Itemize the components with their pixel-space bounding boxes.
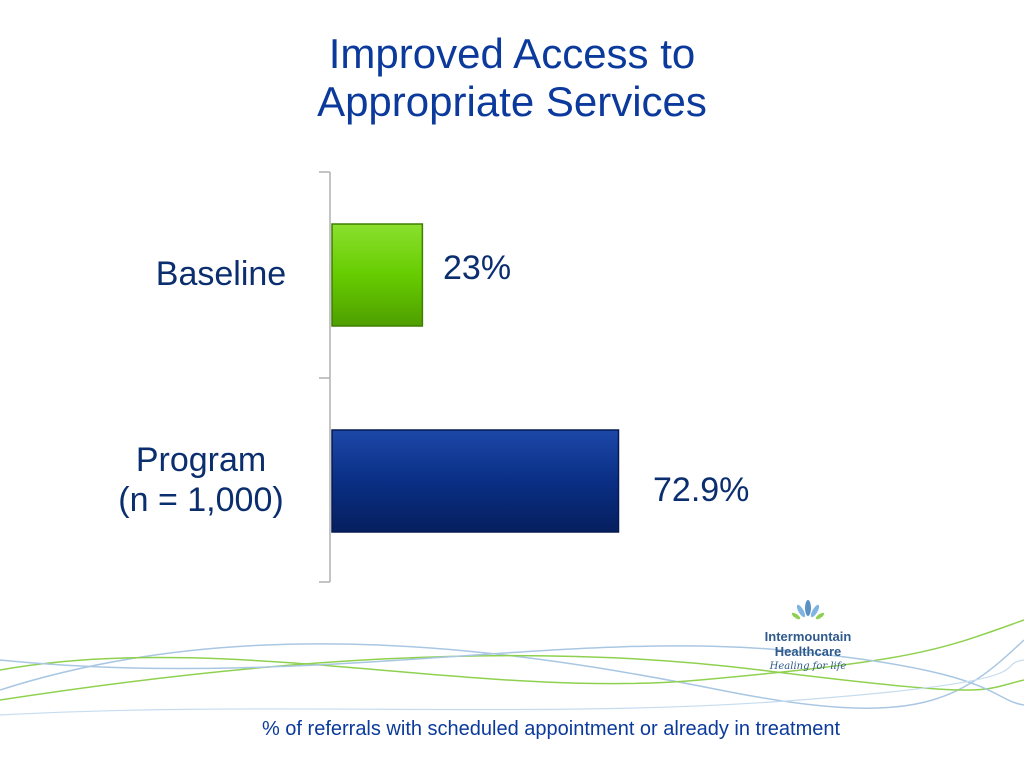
decorative-waves (0, 619, 1024, 716)
slide-title: Improved Access to Appropriate Services (0, 30, 1024, 126)
intermountain-logo: Intermountain Healthcare Healing for lif… (752, 598, 864, 672)
wave-line-5 (0, 659, 1024, 716)
logo-tagline: Healing for life (769, 661, 847, 672)
category-label-baseline: Baseline (110, 254, 332, 294)
category-label-program-line-1: Program (135, 441, 267, 479)
slide-title-line-2: Appropriate Services (317, 78, 707, 125)
chart-axis (319, 171, 331, 583)
logo-leaf-icon (791, 600, 825, 620)
wave-line-2 (0, 619, 1024, 685)
logo-name-line-2: Healthcare (774, 644, 842, 659)
category-label-program-line-2: (n = 1,000) (118, 481, 284, 519)
category-label-baseline-line-1: Baseline (155, 255, 287, 293)
chart-footnote: % of referrals with scheduled appointmen… (261, 718, 841, 740)
category-label-program: Program (n = 1,000) (90, 440, 312, 520)
slide-title-line-1: Improved Access to (328, 30, 696, 77)
wave-line-3 (0, 654, 1024, 701)
bar-baseline (331, 223, 424, 327)
logo-name-line-1: Intermountain (764, 629, 852, 644)
value-label-baseline: 23% (443, 249, 512, 287)
bar-program (331, 429, 620, 533)
value-label-program: 72.9% (653, 471, 750, 509)
wave-line-4 (0, 645, 1024, 706)
logo-name: Intermountain Healthcare (752, 629, 864, 659)
wave-line-1 (0, 639, 1024, 709)
